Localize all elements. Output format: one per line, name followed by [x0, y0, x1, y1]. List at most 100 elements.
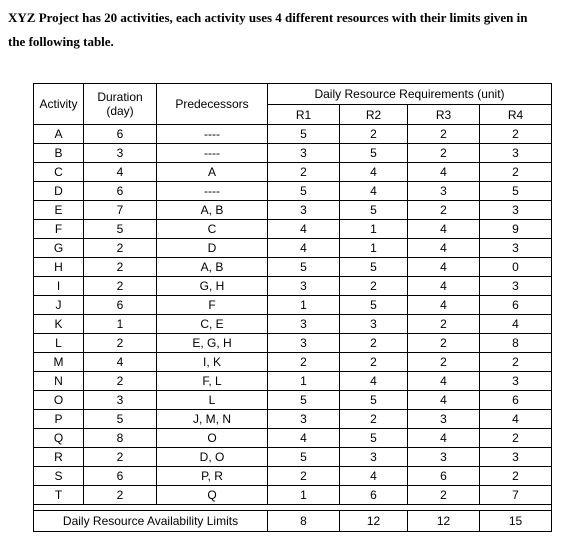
- r3-cell: 4: [407, 276, 480, 296]
- duration-cell: 6: [83, 466, 157, 486]
- predecessors-cell: ----: [156, 143, 268, 163]
- duration-cell: 2: [83, 485, 157, 505]
- predecessors-cell: D: [156, 238, 268, 258]
- activity-cell: T: [33, 485, 84, 505]
- r4-cell: 3: [478, 276, 553, 296]
- duration-cell: 6: [83, 124, 157, 144]
- r2-cell: 4: [339, 181, 408, 201]
- predecessors-cell: F, L: [156, 371, 268, 391]
- activity-cell: R: [33, 447, 84, 467]
- header-duration: Duration (day): [83, 83, 157, 125]
- r3-cell: 4: [407, 219, 480, 239]
- r3-cell: 2: [407, 352, 480, 372]
- duration-cell: 5: [83, 219, 157, 239]
- predecessors-cell: I, K: [156, 352, 268, 372]
- limit-r1: 8: [267, 510, 340, 532]
- duration-cell: 2: [83, 276, 157, 296]
- r4-cell: 7: [478, 485, 553, 505]
- r1-cell: 2: [267, 466, 340, 486]
- activity-cell: D: [33, 181, 84, 201]
- r2-cell: 6: [339, 485, 408, 505]
- r2-cell: 2: [339, 124, 408, 144]
- duration-cell: 3: [83, 390, 157, 410]
- predecessors-cell: O: [156, 428, 268, 448]
- duration-cell: 2: [83, 257, 157, 277]
- predecessors-cell: C: [156, 219, 268, 239]
- r2-cell: 3: [339, 447, 408, 467]
- activity-cell: H: [33, 257, 84, 277]
- duration-cell: 8: [83, 428, 157, 448]
- header-duration-line1: Duration: [97, 90, 143, 104]
- predecessors-cell: E, G, H: [156, 333, 268, 353]
- duration-cell: 2: [83, 333, 157, 353]
- r1-cell: 4: [267, 428, 340, 448]
- r1-cell: 1: [267, 371, 340, 391]
- header-activity: Activity: [33, 83, 84, 125]
- predecessors-cell: ----: [156, 181, 268, 201]
- problem-statement: XYZ Project has 20 activities, each acti…: [8, 6, 560, 54]
- predecessors-cell: Q: [156, 485, 268, 505]
- predecessors-cell: C, E: [156, 314, 268, 334]
- r3-cell: 6: [407, 466, 480, 486]
- r4-cell: 3: [478, 447, 553, 467]
- duration-cell: 2: [83, 238, 157, 258]
- r2-cell: 5: [339, 200, 408, 220]
- r1-cell: 3: [267, 409, 340, 429]
- limits-row: Daily Resource Availability Limits 8 12 …: [33, 510, 553, 532]
- r4-cell: 2: [478, 162, 553, 182]
- predecessors-cell: G, H: [156, 276, 268, 296]
- activity-cell: G: [33, 238, 84, 258]
- duration-cell: 2: [83, 447, 157, 467]
- r2-cell: 4: [339, 466, 408, 486]
- r3-cell: 2: [407, 200, 480, 220]
- r1-cell: 5: [267, 390, 340, 410]
- r1-cell: 5: [267, 181, 340, 201]
- predecessors-cell: A, B: [156, 257, 268, 277]
- header-predecessors: Predecessors: [156, 83, 268, 125]
- r3-cell: 4: [407, 162, 480, 182]
- r1-cell: 5: [267, 447, 340, 467]
- r3-cell: 2: [407, 333, 480, 353]
- r4-cell: 3: [478, 200, 553, 220]
- r1-cell: 2: [267, 352, 340, 372]
- predecessors-cell: ----: [156, 124, 268, 144]
- r2-cell: 5: [339, 390, 408, 410]
- r1-cell: 3: [267, 143, 340, 163]
- r3-cell: 2: [407, 124, 480, 144]
- activity-cell: I: [33, 276, 84, 296]
- r3-cell: 2: [407, 143, 480, 163]
- r2-cell: 5: [339, 257, 408, 277]
- limit-r4: 15: [478, 510, 553, 532]
- r4-cell: 2: [478, 466, 553, 486]
- r1-cell: 2: [267, 162, 340, 182]
- r4-cell: 4: [478, 409, 553, 429]
- predecessors-cell: P, R: [156, 466, 268, 486]
- duration-cell: 6: [83, 295, 157, 315]
- activity-cell: N: [33, 371, 84, 391]
- r3-cell: 2: [407, 314, 480, 334]
- r3-cell: 4: [407, 238, 480, 258]
- r4-cell: 2: [478, 428, 553, 448]
- limit-r2: 12: [339, 510, 408, 532]
- r3-cell: 2: [407, 485, 480, 505]
- resource-requirements-table: Activity Duration (day) Predecessors Dai…: [32, 83, 553, 532]
- activity-cell: L: [33, 333, 84, 353]
- r4-cell: 0: [478, 257, 553, 277]
- r3-cell: 4: [407, 390, 480, 410]
- limits-label: Daily Resource Availability Limits: [33, 510, 268, 532]
- table-row: D 6 ---- 5 4 3 5: [33, 181, 553, 201]
- duration-cell: 3: [83, 143, 157, 163]
- predecessors-cell: F: [156, 295, 268, 315]
- predecessors-cell: J, M, N: [156, 409, 268, 429]
- r2-cell: 4: [339, 371, 408, 391]
